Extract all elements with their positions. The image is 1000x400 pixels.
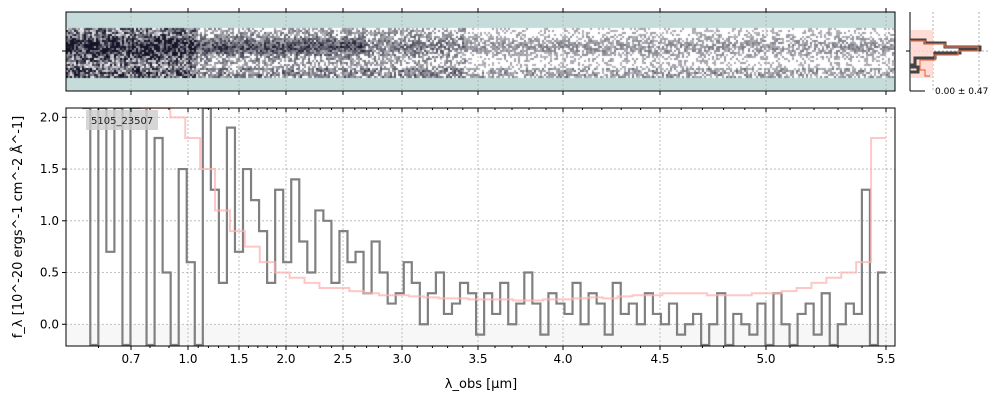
inset-label: 0.00 ± 0.47 [935,87,988,97]
x-tick-label: 5.5 [876,352,895,366]
y-tick-label: 0.5 [40,266,59,280]
observed-spectrum-line [82,108,886,346]
x-tick-label: 5.0 [756,352,775,366]
x-tick-label: 2.5 [333,352,352,366]
inset-data-histogram [910,38,982,74]
x-tick-label: 3.5 [468,352,487,366]
x-tick-label: 0.7 [121,352,140,366]
inset-model-histogram [910,40,979,77]
2d-spectrum-image [66,12,895,91]
x-tick-label: 4.5 [650,352,669,366]
y-tick-label: 1.0 [40,214,59,228]
x-axis-label: λ_obs [μm] [445,377,517,392]
y-tick-label: 2.0 [40,110,59,124]
x-tick-label: 1.5 [229,352,248,366]
object-id-label: 5105_23507 [91,116,153,127]
y-axis-label: f_λ [10^-20 ergs^-1 cm^-2 Å^-1] [10,116,26,339]
model-spectrum-line [140,108,886,302]
x-tick-label: 4.0 [553,352,572,366]
inset-histogram [906,12,990,92]
y-tick-label: 0.0 [40,317,59,331]
main-axes-frame [65,107,896,347]
object-id-box [86,110,158,130]
x-tick-label: 3.0 [392,352,411,366]
x-tick-label: 1.0 [178,352,197,366]
y-tick-label: 1.5 [40,162,59,176]
top-axes-frame [65,11,896,92]
x-tick-label: 2.0 [276,352,295,366]
